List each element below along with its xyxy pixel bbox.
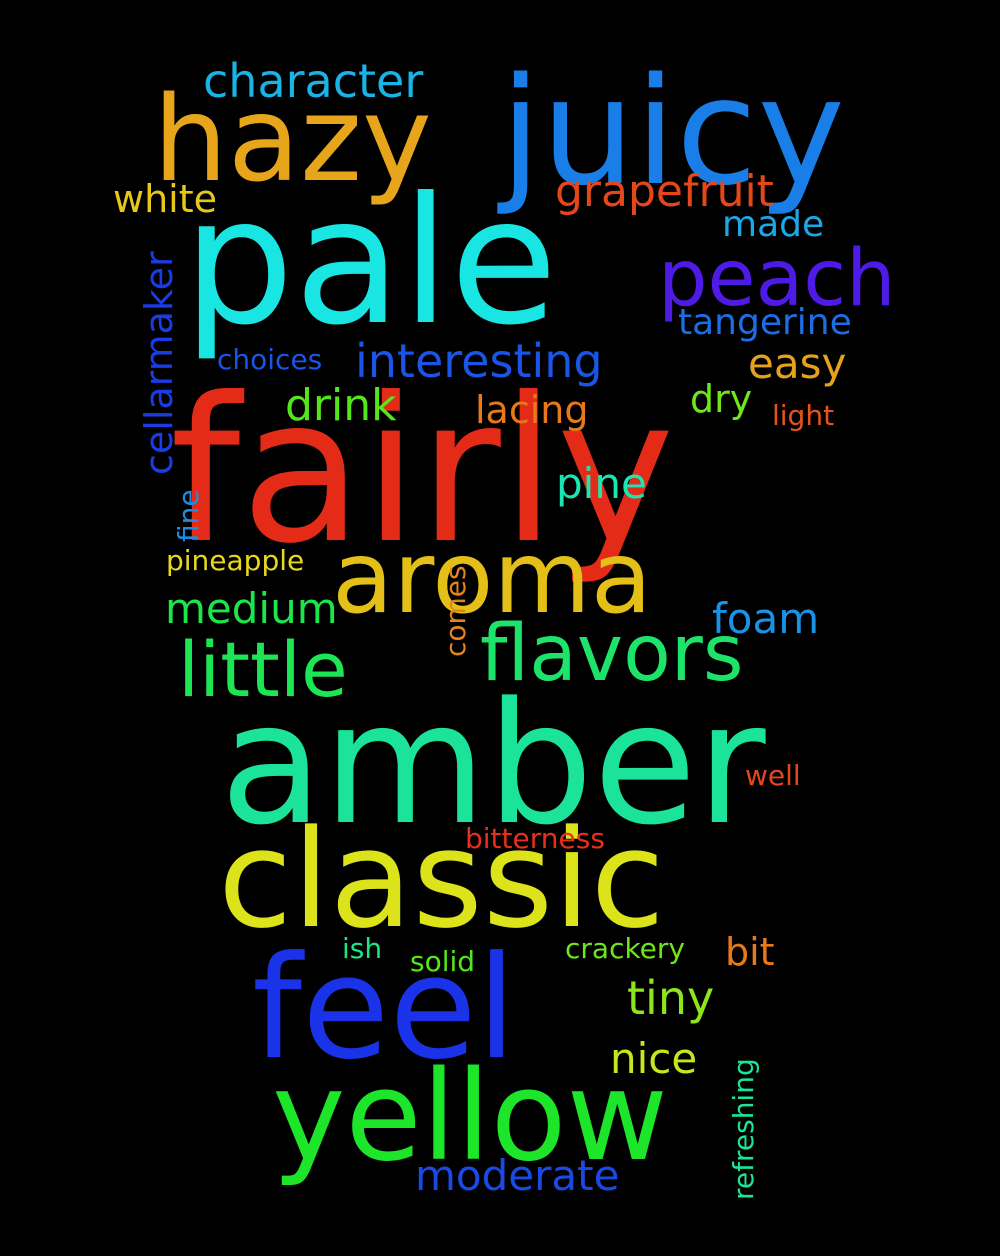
word-character: character [203, 54, 424, 108]
word-grapefruit: grapefruit [555, 166, 774, 217]
word-white: white [113, 177, 217, 221]
word-crackery: crackery [565, 932, 685, 965]
word-comes: comes [439, 565, 472, 657]
word-flavors: flavors [480, 609, 744, 699]
word-little: little [178, 625, 348, 714]
word-moderate: moderate [415, 1151, 620, 1200]
word-feel: feel [252, 926, 517, 1091]
word-lacing: lacing [475, 388, 589, 432]
word-easy: easy [748, 339, 847, 388]
word-ish: ish [342, 932, 383, 965]
word-cellarmaker: cellarmaker [137, 251, 181, 475]
word-dry: dry [690, 377, 753, 421]
word-interesting: interesting [355, 334, 603, 388]
word-drink: drink [285, 380, 397, 431]
word-peach: peach [658, 234, 896, 324]
word-solid: solid [410, 945, 476, 978]
word-amber: amber [220, 666, 766, 862]
word-yellow: yellow [272, 1045, 668, 1189]
word-fairly: fairly [170, 355, 675, 588]
word-tiny: tiny [627, 971, 715, 1025]
word-pineapple: pineapple [166, 544, 305, 577]
word-bit: bit [725, 930, 775, 974]
word-foam: foam [712, 594, 820, 643]
word-hazy: hazy [153, 70, 432, 208]
word-classic: classic [218, 801, 665, 958]
word-nice: nice [610, 1034, 698, 1083]
word-medium: medium [165, 584, 338, 633]
word-aroma: aroma [332, 519, 653, 636]
word-made: made [722, 204, 825, 245]
word-tangerine: tangerine [678, 302, 852, 343]
word-pine: pine [556, 459, 647, 508]
word-bitterness: bitterness [465, 822, 605, 855]
word-choices: choices [217, 343, 323, 376]
word-refreshing: refreshing [727, 1058, 760, 1200]
word-light: light [772, 399, 835, 432]
word-pale: pale [183, 161, 558, 364]
word-juicy: juicy [500, 46, 845, 218]
word-fine: fine [172, 489, 205, 542]
word-well: well [745, 759, 801, 792]
